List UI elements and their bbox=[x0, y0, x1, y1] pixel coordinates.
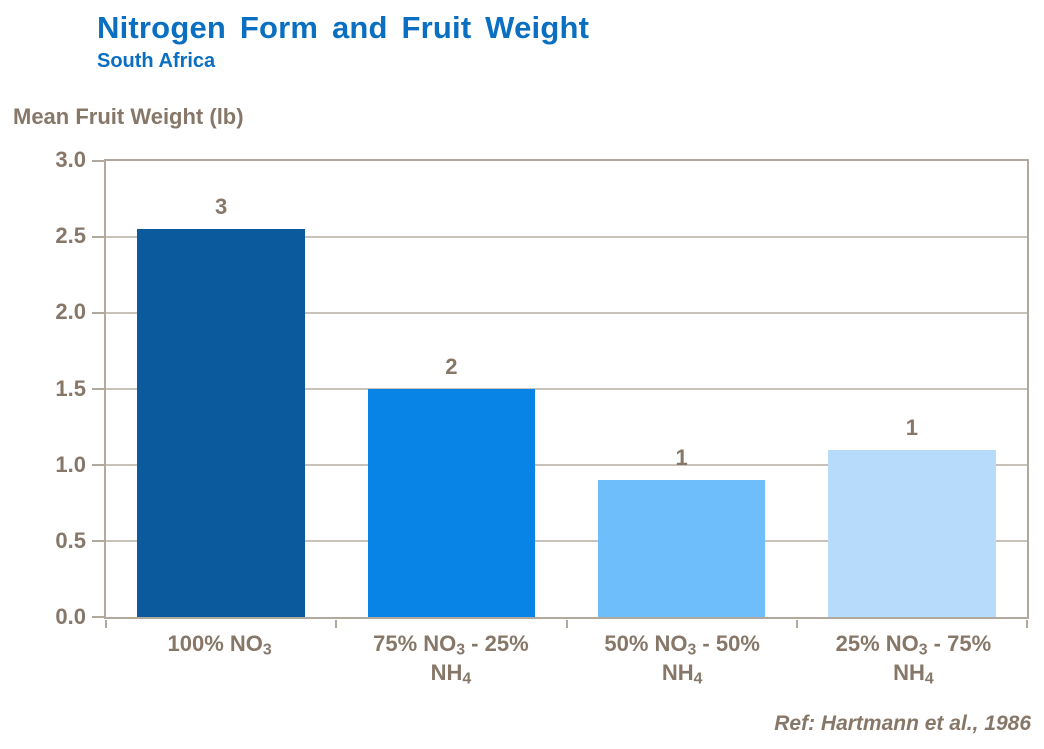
gridline bbox=[106, 540, 1027, 542]
chart-subtitle: South Africa bbox=[97, 50, 216, 72]
bar-value-label: 3 bbox=[215, 194, 228, 220]
y-tick-mark bbox=[92, 235, 104, 238]
gridline bbox=[106, 388, 1027, 390]
x-tick-mark bbox=[105, 620, 107, 628]
y-tick-label: 1.0 bbox=[55, 451, 86, 477]
x-tick-label: 75% NO3 - 25% NH4 bbox=[335, 629, 566, 687]
x-tick-line: NH4 bbox=[893, 660, 934, 688]
x-tick-mark bbox=[1026, 620, 1028, 628]
y-tick-label: 0.0 bbox=[55, 604, 86, 629]
y-axis-title: Mean Fruit Weight (lb) bbox=[13, 104, 244, 129]
chart-title: Nitrogen Form and Fruit Weight bbox=[97, 10, 590, 45]
x-tick-line: NH4 bbox=[661, 660, 703, 688]
y-tick-mark bbox=[92, 388, 104, 390]
x-tick-label: 50% NO3 - 50% NH4 bbox=[567, 629, 798, 687]
y-tick-mark bbox=[92, 463, 104, 466]
bar-slot: 1 bbox=[797, 161, 1027, 617]
x-tick-line: 50% NO3 - 50% bbox=[604, 631, 760, 659]
bar-3 bbox=[597, 480, 766, 617]
x-tick-line: 100% NO3 bbox=[167, 631, 272, 659]
x-tick-line: 75% NO3 - 25% bbox=[373, 631, 529, 659]
y-tick-label: 1.5 bbox=[55, 375, 86, 401]
plot-area: 3 2 1 1 bbox=[92, 159, 1029, 628]
gridline bbox=[106, 463, 1027, 466]
y-tick-mark bbox=[92, 616, 104, 618]
bar-slot: 2 bbox=[336, 161, 566, 617]
bar-value-label: 1 bbox=[905, 414, 918, 440]
bar-1 bbox=[137, 229, 305, 617]
x-tick-label: 100% NO3 bbox=[104, 629, 335, 687]
y-axis-tick-labels: 3.0 2.5 2.0 1.5 1.0 0.5 0.0 bbox=[24, 147, 86, 629]
y-tick-label: 2.5 bbox=[55, 223, 86, 249]
reference-note: Ref: Hartmann et al., 1986 bbox=[774, 712, 1031, 735]
y-tick-label: 0.5 bbox=[55, 527, 86, 553]
y-tick-label: 3.0 bbox=[55, 147, 86, 172]
x-tick-line: 25% NO3 - 75% bbox=[835, 631, 992, 659]
bar-4 bbox=[828, 449, 996, 617]
x-tick-mark bbox=[335, 620, 338, 628]
x-tick-label: 25% NO3 - 75% NH4 bbox=[798, 629, 1029, 687]
y-tick-label: 2.0 bbox=[55, 299, 86, 325]
x-tick-line: NH4 bbox=[430, 660, 472, 688]
y-tick-mark bbox=[92, 540, 104, 542]
gridline bbox=[106, 235, 1027, 238]
gridline bbox=[106, 311, 1027, 314]
y-tick-mark bbox=[92, 160, 104, 162]
bar-slot: 3 bbox=[106, 161, 336, 617]
bar-value-label: 2 bbox=[445, 354, 458, 379]
x-axis-tick-labels: 100% NO3 75% NO3 - 25% NH4 50% NO3 - 50% NH4… bbox=[104, 629, 1029, 687]
bar-value-label: 1 bbox=[675, 445, 688, 471]
x-tick-mark bbox=[565, 620, 568, 628]
y-tick-mark bbox=[92, 311, 104, 314]
x-tick-mark bbox=[795, 620, 798, 628]
bar-2 bbox=[367, 389, 536, 617]
bar-slot: 1 bbox=[567, 161, 797, 617]
